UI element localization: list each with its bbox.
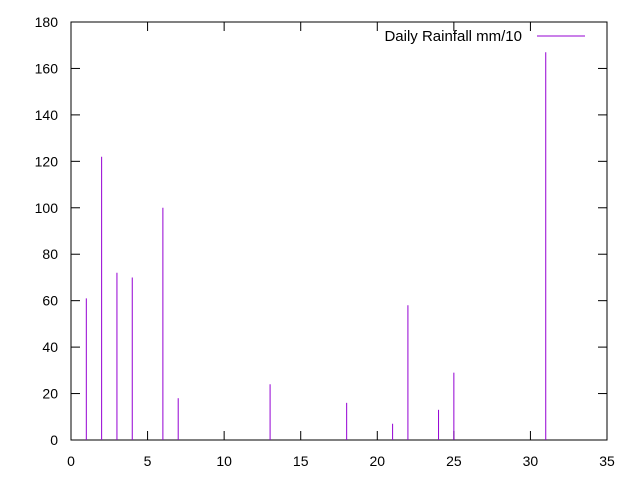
y-tick-label-8: 160 — [35, 60, 59, 76]
x-tick-label-5: 25 — [446, 453, 462, 469]
y-tick-label-9: 180 — [35, 14, 59, 30]
y-tick-label-3: 60 — [42, 293, 58, 309]
x-tick-label-7: 35 — [599, 453, 615, 469]
x-tick-label-6: 30 — [523, 453, 539, 469]
x-tick-label-1: 5 — [144, 453, 152, 469]
y-tick-label-0: 0 — [50, 432, 58, 448]
x-axis-tick-labels: 0 5 10 15 20 25 30 35 — [67, 453, 615, 469]
y-tick-label-7: 140 — [35, 107, 59, 123]
y-tick-label-4: 80 — [42, 246, 58, 262]
plot-frame — [70, 21, 608, 441]
x-tick-label-3: 15 — [293, 453, 309, 469]
legend-label: Daily Rainfall mm/10 — [384, 28, 522, 45]
x-tick-label-4: 20 — [369, 453, 385, 469]
rainfall-series — [85, 52, 547, 440]
y-tick-label-1: 20 — [42, 386, 58, 402]
axis-ticks — [70, 21, 608, 441]
y-tick-label-2: 40 — [42, 339, 58, 355]
y-tick-label-6: 120 — [35, 153, 59, 169]
x-tick-label-0: 0 — [67, 453, 75, 469]
x-tick-label-2: 10 — [216, 453, 232, 469]
y-tick-label-5: 100 — [35, 200, 59, 216]
legend: Daily Rainfall mm/10 — [384, 28, 585, 45]
y-axis-tick-labels: 0 20 40 60 80 100 120 140 160 180 — [35, 14, 59, 448]
